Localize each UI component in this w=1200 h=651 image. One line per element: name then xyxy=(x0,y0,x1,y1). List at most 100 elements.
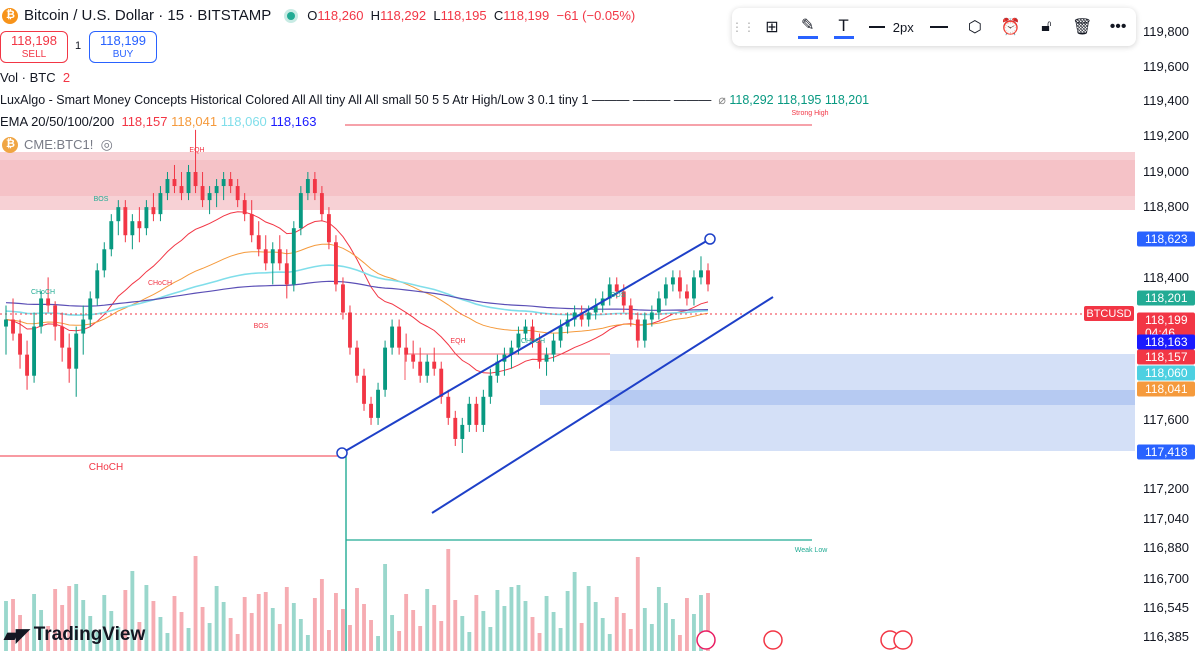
volume-bar xyxy=(298,619,303,651)
volume-bar xyxy=(116,627,121,651)
volume-bar xyxy=(165,633,170,651)
svg-text:117,418: 117,418 xyxy=(1145,445,1188,459)
volume-bar xyxy=(151,601,156,651)
volume-bar xyxy=(249,613,254,651)
candle xyxy=(46,277,51,313)
volume-bar xyxy=(95,632,100,651)
volume-bar xyxy=(572,572,577,651)
volume-bar xyxy=(481,611,486,651)
volume-bar xyxy=(432,605,437,651)
volume-bar xyxy=(81,600,86,651)
volume-bar xyxy=(362,604,366,651)
lock-icon[interactable]: 🔓︎ xyxy=(1041,18,1052,35)
candle xyxy=(193,129,198,194)
price-tick-label: 119,400 xyxy=(1143,93,1189,108)
candle xyxy=(670,270,675,292)
candle xyxy=(614,277,619,299)
volume-bar xyxy=(439,621,444,651)
eye-off-icon[interactable]: ◎ xyxy=(100,136,113,152)
bitcoin-icon xyxy=(2,7,18,24)
zones xyxy=(0,152,1135,451)
candle xyxy=(11,298,15,341)
candle xyxy=(572,305,577,327)
annotation-label: BOS xyxy=(611,292,626,299)
candle xyxy=(74,326,79,397)
candle xyxy=(642,312,647,348)
layout-icon[interactable]: ⊞ xyxy=(765,19,779,36)
volume-bar xyxy=(685,598,689,651)
sell-button[interactable]: 118,198 SELL xyxy=(0,31,68,63)
volume-bar xyxy=(263,592,268,651)
volume-bar xyxy=(326,630,331,651)
buy-button[interactable]: 118,199 BUY xyxy=(89,31,157,63)
svg-text:BTCUSD: BTCUSD xyxy=(1086,308,1131,320)
ema-100-line xyxy=(5,264,709,316)
volume-bar xyxy=(446,549,451,651)
candle xyxy=(663,277,668,306)
demand-zone-core xyxy=(540,390,1135,405)
candle xyxy=(298,186,303,236)
volume-bar xyxy=(677,635,682,651)
text-icon[interactable]: T xyxy=(826,8,862,46)
candle xyxy=(95,263,100,306)
volume-bar xyxy=(369,620,373,651)
volume-bar xyxy=(144,585,149,651)
candle xyxy=(151,193,156,222)
volume-bar xyxy=(418,626,423,651)
candle xyxy=(649,305,654,327)
volume-bar xyxy=(699,595,703,651)
candle xyxy=(404,333,409,362)
candle xyxy=(88,291,93,327)
volume-bar xyxy=(642,608,647,651)
structure-lines xyxy=(0,124,1135,651)
candle xyxy=(474,396,479,432)
drag-handle-icon[interactable]: ⋮⋮ xyxy=(731,20,755,34)
ema-indicator[interactable]: EMA 20/50/100/200 118,157 118,041 118,06… xyxy=(0,114,317,129)
volume-bar xyxy=(425,589,430,651)
alarm-add-icon[interactable]: ⏰ xyxy=(1000,19,1021,36)
line-width-select[interactable]: 2px xyxy=(861,8,921,46)
candle xyxy=(607,277,612,306)
candle xyxy=(32,312,37,383)
luxalgo-indicator[interactable]: LuxAlgo - Smart Money Concepts Historica… xyxy=(0,92,870,108)
candle xyxy=(67,333,72,383)
candle xyxy=(699,256,703,285)
price-tag: 118,163 xyxy=(1137,334,1195,350)
volume-bar xyxy=(453,600,458,651)
candle xyxy=(383,340,388,397)
symbol-title[interactable]: Bitcoin / U.S. Dollar · 15 · BITSTAMP xyxy=(24,7,272,24)
event-marker-icon xyxy=(696,630,716,650)
trash-icon[interactable]: 🗑︎ xyxy=(1072,19,1093,36)
volume-bar xyxy=(537,633,542,651)
candle xyxy=(481,389,486,432)
svg-text:118,060: 118,060 xyxy=(1145,366,1188,380)
candle xyxy=(326,207,331,250)
svg-text:118,157: 118,157 xyxy=(1145,350,1188,364)
price-tag: 118,201 xyxy=(1137,290,1195,306)
cme-compare[interactable]: CME:BTC1! ◎ xyxy=(0,136,113,153)
volume-bar xyxy=(221,602,226,651)
candle xyxy=(312,172,317,201)
candle xyxy=(537,333,542,369)
settings-hex-icon[interactable]: ⬡ xyxy=(967,19,982,36)
volume-bar xyxy=(32,594,37,651)
more-icon[interactable]: ••• xyxy=(1109,18,1127,35)
annotation-label: Strong High xyxy=(792,110,829,117)
price-tick-label: 116,545 xyxy=(1143,600,1189,615)
price-tick-label: 116,385 xyxy=(1143,629,1189,644)
volume-bar xyxy=(509,587,514,651)
line-style-icon[interactable] xyxy=(921,8,957,46)
candle xyxy=(158,186,163,222)
candle xyxy=(397,319,402,355)
candle xyxy=(376,382,380,425)
channel-drawing[interactable] xyxy=(336,233,774,514)
annotation-label: CHoCH xyxy=(89,462,123,473)
candle xyxy=(523,319,528,341)
candle xyxy=(495,354,500,383)
pencil-icon[interactable]: ✎ xyxy=(790,8,826,46)
volume-bar xyxy=(179,612,184,651)
vol-indicator[interactable]: Vol · BTC 2 xyxy=(0,70,71,85)
candle xyxy=(362,368,366,411)
volume-bar xyxy=(256,594,261,651)
